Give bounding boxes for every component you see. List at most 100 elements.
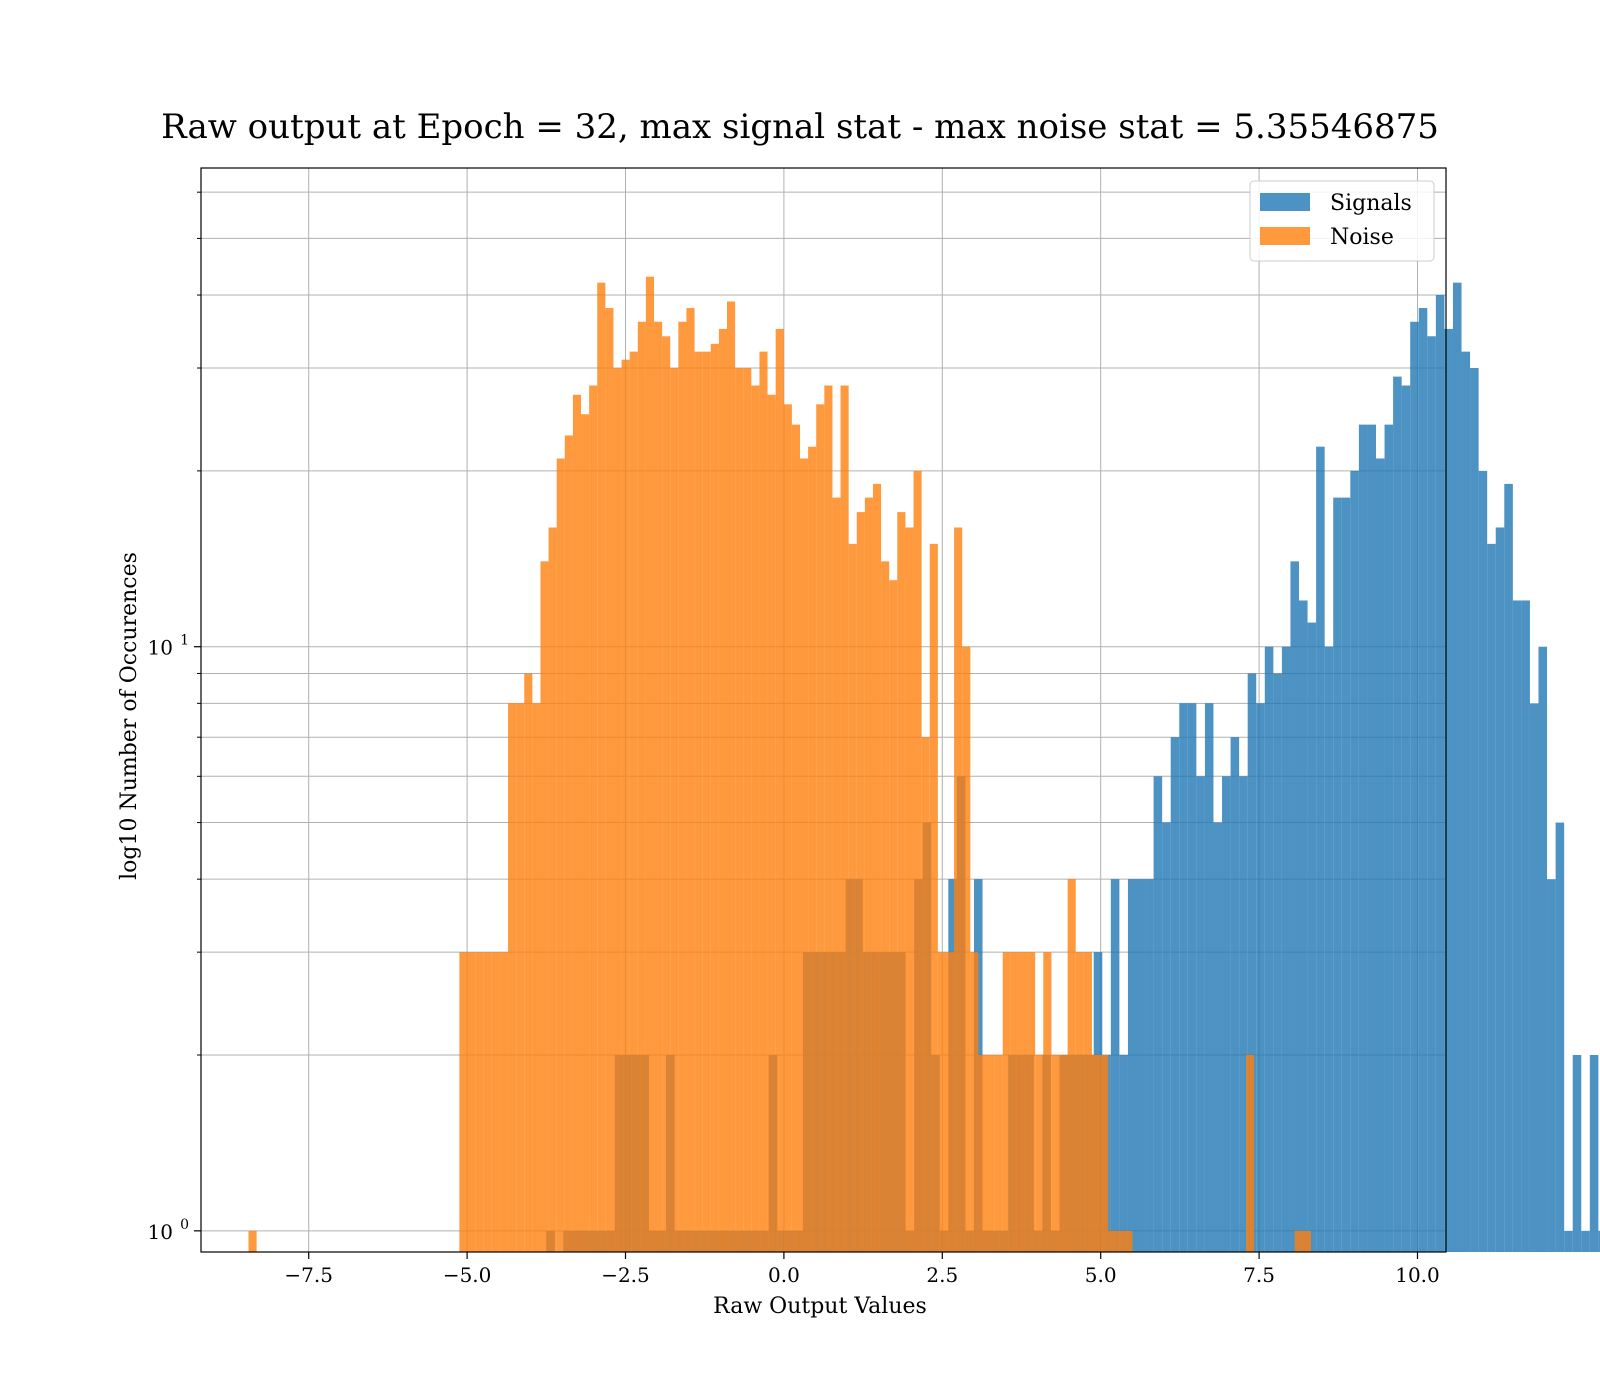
histogram-bar (824, 385, 833, 1252)
histogram-bar (1239, 776, 1248, 1252)
histogram-bar (1153, 776, 1163, 1252)
histogram-bar (1110, 879, 1120, 1252)
histogram-bar (1230, 737, 1240, 1252)
histogram-bar (621, 359, 630, 1253)
histogram-bar (832, 497, 841, 1252)
histogram-bar (597, 282, 606, 1253)
histogram-bar (897, 512, 906, 1252)
histogram-bar (1444, 328, 1453, 1252)
histogram-bar (654, 321, 663, 1252)
histogram-bar (856, 512, 865, 1252)
histogram-bar (1529, 703, 1539, 1252)
y-tick-label: 10 (148, 1220, 173, 1244)
histogram-bar (1043, 952, 1052, 1252)
series-noise (248, 276, 1311, 1253)
histogram-bar (945, 952, 955, 1252)
histogram-bar (1247, 673, 1257, 1252)
histogram-bar (954, 527, 963, 1252)
histogram-bar (556, 458, 565, 1253)
histogram-bar (1136, 879, 1146, 1252)
histogram-bar (1564, 1230, 1573, 1252)
histogram-bar (629, 351, 638, 1252)
histogram-bar (1187, 703, 1197, 1252)
histogram-bar (1170, 737, 1180, 1252)
histogram-bar (572, 394, 582, 1253)
histogram-bar (645, 276, 655, 1252)
histogram-bar (516, 703, 525, 1252)
histogram-bar (1059, 1055, 1068, 1252)
histogram-bar (937, 952, 946, 1252)
histogram-bar (540, 561, 549, 1252)
histogram-bar (791, 424, 800, 1253)
histogram-bar (1119, 1055, 1128, 1252)
histogram-bar (735, 368, 744, 1253)
histogram-bar (1299, 600, 1308, 1252)
plot-frame (200, 167, 1447, 1253)
histogram-bar (1427, 336, 1436, 1252)
histogram-bar (1204, 703, 1214, 1252)
histogram-bar (491, 952, 500, 1252)
histogram-bar (775, 328, 784, 1252)
histogram-bar (1051, 1055, 1060, 1252)
x-tick-label: 5.0 (1085, 1263, 1117, 1287)
y-axis-ticks: 10 0 10 1 (148, 191, 201, 1244)
histogram-bar (248, 1230, 257, 1252)
histogram-bar (1324, 646, 1334, 1252)
histogram-bar (678, 321, 687, 1252)
histogram-bar (564, 435, 573, 1252)
x-tick-label: 7.5 (1243, 1263, 1275, 1287)
histogram-bar (459, 952, 468, 1252)
histogram-bar (1264, 646, 1274, 1252)
histogram-bar (1018, 952, 1028, 1252)
legend-label: Noise (1330, 225, 1394, 250)
histogram-bar (1222, 776, 1231, 1252)
y-tick-exponent: 0 (180, 1217, 189, 1233)
histogram-bar (670, 368, 679, 1253)
histogram-bar (499, 952, 509, 1252)
histogram-bar (921, 737, 930, 1252)
chart-title: Raw output at Epoch = 32, max signal sta… (161, 107, 1439, 147)
histogram-bar (710, 343, 719, 1252)
histogram-bar (694, 351, 703, 1252)
y-tick-exponent: 1 (180, 633, 189, 649)
histogram-bar (1384, 424, 1394, 1253)
histogram-bar (1124, 1230, 1133, 1252)
x-tick-label: 2.5 (926, 1263, 958, 1287)
histogram-bar (872, 483, 882, 1252)
histogram-bar (1179, 703, 1188, 1252)
histogram-bar (532, 703, 541, 1252)
histogram-bar (905, 527, 914, 1252)
histogram-bar (913, 470, 922, 1252)
histogram-bar (986, 1055, 995, 1252)
histogram-bar (751, 385, 760, 1252)
histogram-bar (1246, 1055, 1255, 1252)
histogram-bar (881, 561, 890, 1252)
histogram-bar (1010, 952, 1019, 1252)
histogram-bar (1435, 295, 1445, 1252)
histogram-bar (808, 446, 817, 1253)
histogram-bar (1294, 1230, 1303, 1252)
histogram-bar (816, 404, 825, 1253)
histogram-bar (1358, 424, 1368, 1253)
histogram-bar (1393, 376, 1402, 1252)
histogram-bar (994, 1055, 1003, 1252)
histogram-bar (864, 497, 873, 1252)
histogram-bar (1281, 646, 1291, 1252)
legend-label: Signals (1330, 191, 1412, 216)
histogram-bar (1145, 879, 1154, 1252)
histogram-bar (1100, 1055, 1109, 1252)
histogram-bar (467, 952, 476, 1252)
histogram-bar (1375, 458, 1385, 1253)
histogram-bar (759, 351, 768, 1252)
histogram-bar (581, 414, 590, 1252)
histogram-bar (662, 336, 671, 1252)
histogram-bar (1538, 646, 1548, 1252)
histogram-bar (1461, 351, 1471, 1252)
x-tick-label: 10.0 (1395, 1263, 1440, 1287)
x-tick-label: −2.5 (601, 1263, 650, 1287)
histogram-bar (1316, 446, 1325, 1253)
histogram-bar (1116, 1230, 1125, 1252)
histogram-bar (1302, 1230, 1311, 1252)
histogram-bar (1598, 1230, 1600, 1252)
